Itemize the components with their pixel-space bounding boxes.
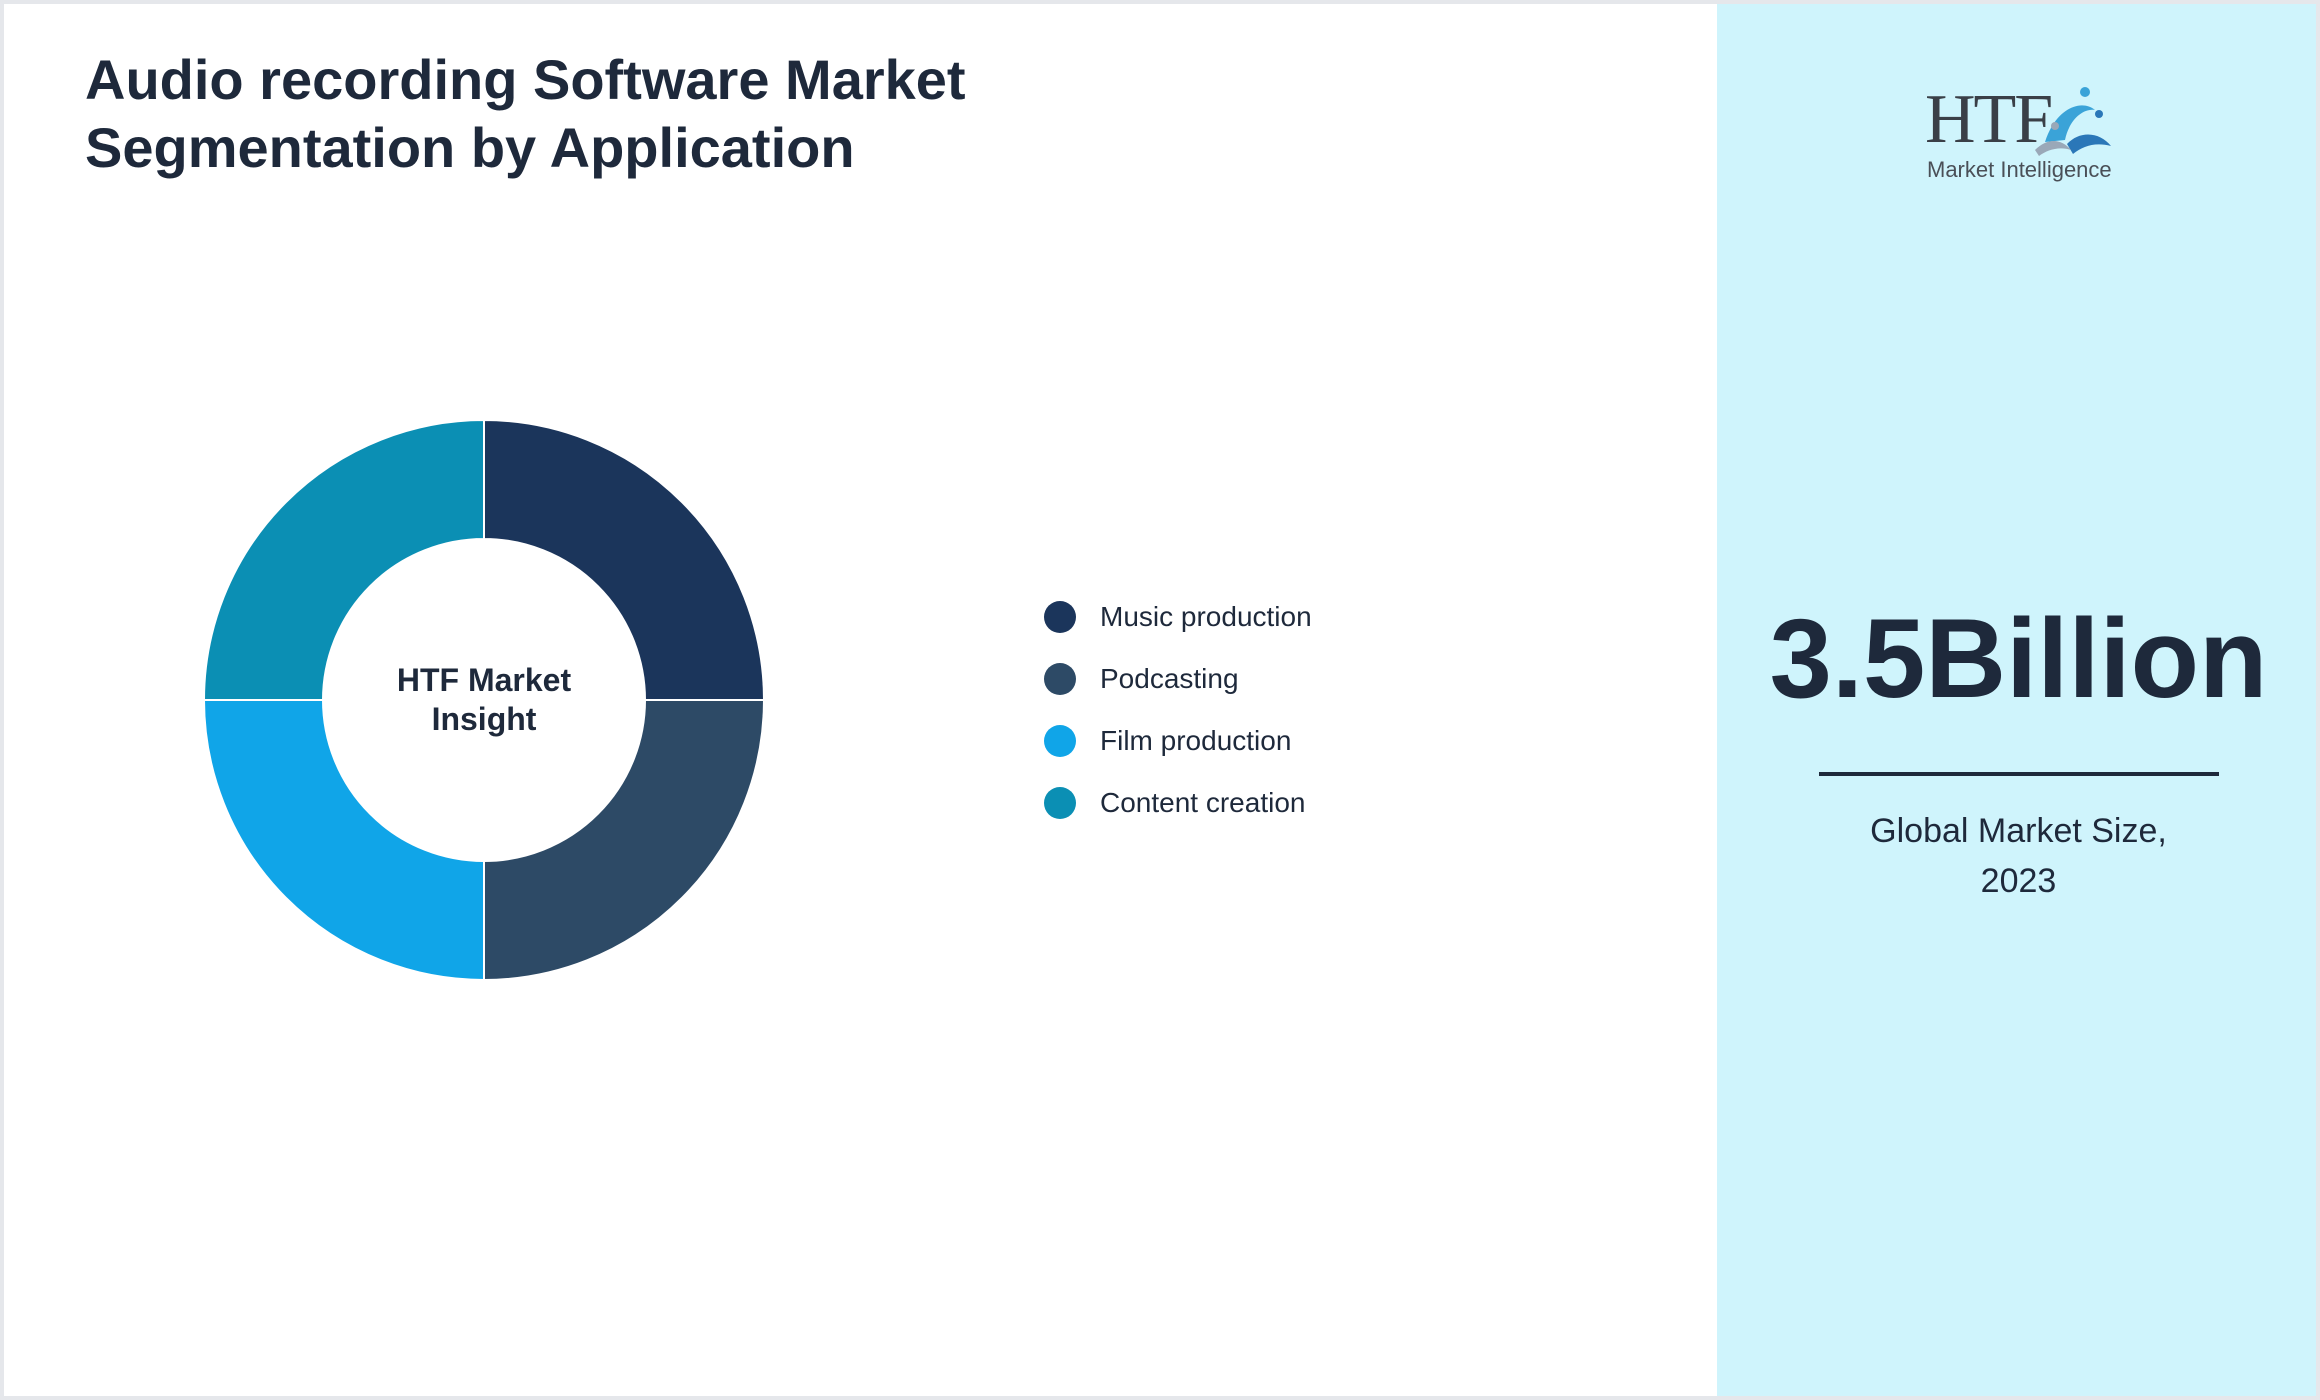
chart-area: Audio recording Software Market Segmenta… [4,4,1717,1396]
value-divider [1819,772,2219,776]
htf-logo: HTF Market Intelligence [1925,80,2115,190]
legend-swatch [1044,725,1076,757]
legend-item: Podcasting [1044,648,1312,710]
market-size-caption: Global Market Size, 2023 [1717,806,2316,906]
donut-center-label: HTF Market Insight [202,418,766,982]
center-label-line-1: HTF Market [396,662,572,698]
legend-label: Podcasting [1100,663,1239,694]
legend-item: Film production [1044,710,1312,772]
market-size-value: 3.5Billion [1769,596,2268,721]
legend-label: Content creation [1100,787,1306,818]
htf-logo-icon [2035,87,2111,156]
donut-slice-content-creation [202,418,485,701]
donut-svg [202,418,766,982]
caption-line-2: 2023 [1980,862,2057,900]
logo-brand: HTF [1925,81,2053,158]
legend-swatch [1044,601,1076,633]
legend-label: Film production [1100,725,1292,756]
donut-slice-music-production [483,418,766,701]
legend-swatch [1044,787,1076,819]
center-label-line-2: Insight [431,701,537,737]
chart-title-line-2: Segmentation by Application [85,116,855,179]
chart-title: Audio recording Software Market Segmenta… [85,46,1185,182]
legend-item: Music production [1044,586,1312,648]
donut-chart: HTF Market Insight [202,418,766,982]
legend-swatch [1044,663,1076,695]
caption-line-1: Global Market Size, [1870,812,2167,850]
market-size-panel: HTF Market Intelligence 3.5Billion Globa… [1717,4,2316,1396]
legend-item: Content creation [1044,772,1312,834]
legend-label: Music production [1100,601,1312,632]
chart-legend: Music production Podcasting Film productio… [1044,586,1312,834]
chart-title-line-1: Audio recording Software Market [85,48,966,111]
donut-slice-film-production [202,699,485,982]
logo-tagline: Market Intelligence [1927,157,2112,182]
donut-slice-podcasting [483,699,766,982]
